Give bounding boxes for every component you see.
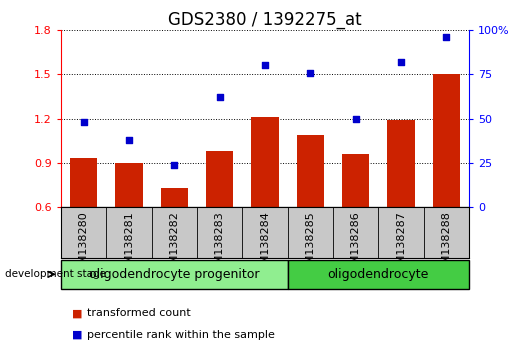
Text: development stage: development stage (5, 269, 107, 279)
Bar (342, 154, 369, 207)
Text: oligodendrocyte: oligodendrocyte (328, 268, 429, 281)
Point (397, 59, 405, 65)
Text: GDS2380 / 1392275_at: GDS2380 / 1392275_at (168, 11, 362, 29)
Text: GSM138288: GSM138288 (441, 211, 452, 279)
Bar (116, 163, 143, 207)
Text: GSM138285: GSM138285 (305, 211, 315, 279)
Point (215, 95, 224, 100)
Bar (161, 188, 188, 207)
Point (306, 70, 315, 75)
Point (80, 119, 88, 125)
Bar (206, 151, 233, 207)
Point (351, 116, 360, 121)
Text: GSM138282: GSM138282 (169, 211, 179, 279)
Bar (288, 260, 469, 289)
Text: ■: ■ (72, 330, 82, 339)
Text: GSM138287: GSM138287 (396, 211, 406, 279)
Bar (433, 74, 460, 207)
Bar (61, 260, 288, 289)
Text: oligodendrocyte progenitor: oligodendrocyte progenitor (89, 268, 260, 281)
Text: GSM138281: GSM138281 (124, 211, 134, 279)
Text: GSM138280: GSM138280 (78, 211, 89, 279)
Bar (387, 120, 414, 207)
Bar (251, 117, 279, 207)
Text: ■: ■ (72, 308, 82, 318)
Point (261, 63, 269, 68)
Bar (297, 135, 324, 207)
Text: GSM138286: GSM138286 (351, 211, 361, 279)
Text: transformed count: transformed count (87, 308, 191, 318)
Text: GSM138284: GSM138284 (260, 211, 270, 279)
Point (125, 137, 133, 143)
Point (442, 34, 450, 40)
Text: percentile rank within the sample: percentile rank within the sample (87, 330, 275, 339)
Text: GSM138283: GSM138283 (215, 211, 225, 279)
Point (170, 162, 179, 167)
Bar (70, 159, 97, 207)
